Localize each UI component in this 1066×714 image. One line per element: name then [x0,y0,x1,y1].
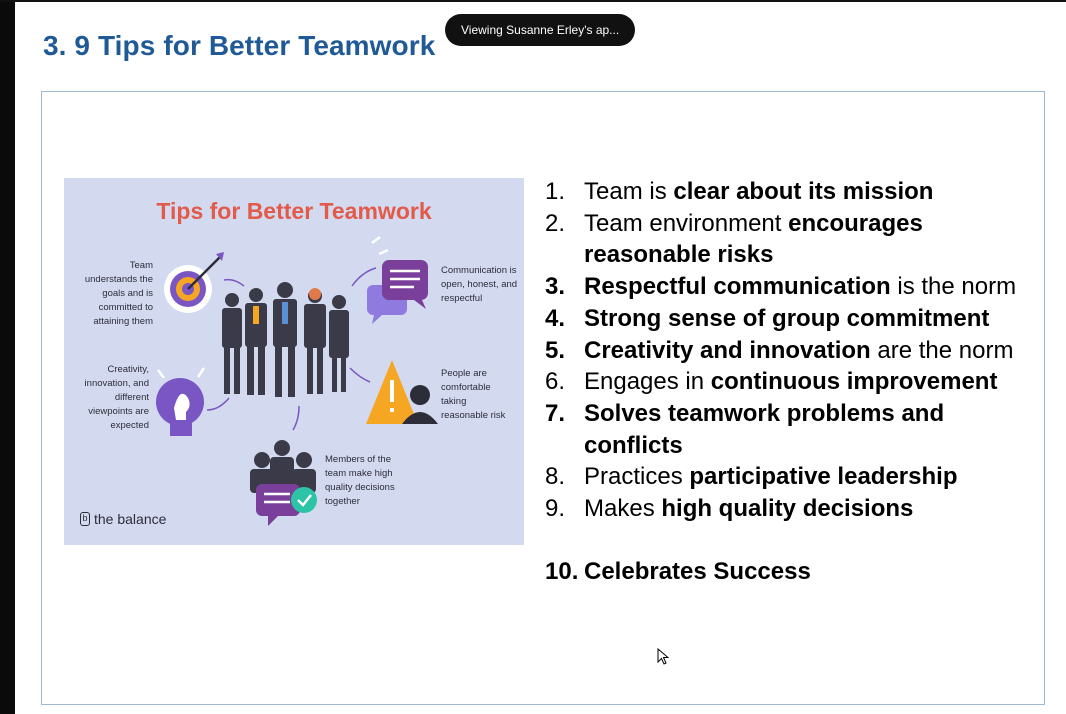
slide-title: 3. 9 Tips for Better Teamwork [43,30,436,61]
top-window-edge [0,0,1066,2]
flow-arrows [206,267,377,431]
tip-item: 8. Practices participative leadership [545,461,1045,493]
tip-item: 7. Solves teamwork problems and conflict… [545,398,1045,461]
caption-communication: Communication is open, honest, and respe… [441,265,518,304]
tip-text: Celebrates Success [584,557,811,585]
tip-item: 9. Makes high quality decisions [545,493,1045,525]
slide-content-frame [41,91,1045,705]
tip-text: Strong sense of group commitment [584,304,990,332]
caption-risk: People are comfortable taking reasonable… [441,368,506,421]
tip-text: Practices participative leadership [584,463,958,491]
target-icon [164,252,224,313]
illustration-title: Tips for Better Teamwork [156,198,432,224]
tip-text: Team is clear about its mission [584,178,934,205]
brand-logo: b the balance [80,511,166,527]
tip-item: 3. Respectful communication is the norm [545,271,1045,303]
tip-item: 10. Celebrates Success [545,556,1045,588]
tip-item: 5. Creativity and innovation are the nor… [545,335,1045,367]
tip-text: Team environment encourages reasonable r… [584,209,923,269]
balance-logo-icon: b [80,512,90,526]
warning-triangle-icon [366,360,438,424]
mouse-cursor-icon [657,648,669,665]
lightbulb-head-icon [156,367,206,436]
caption-decisions: Members of the team make high quality de… [325,454,395,507]
tips-list: 1. Team is clear about its mission 2. Te… [545,176,1045,587]
viewing-share-badge[interactable]: Viewing Susanne Erley's ap... [445,14,636,46]
left-window-edge [0,0,15,714]
tip-text: Respectful communication is the norm [584,273,1017,301]
illustration-graphics [156,236,438,526]
tip-item: 2. Team environment encourages reasonabl… [545,208,1045,271]
tip-item: 6. Engages in continuous improvement [545,366,1045,398]
tip-item: 4. Strong sense of group commitment [545,303,1045,335]
teamwork-illustration: Tips for Better Teamwork [64,178,524,545]
tip-text: Solves teamwork problems and conflicts [584,399,945,459]
team-people-icon [222,282,349,397]
tip-text: Creativity and innovation are the norm [584,336,1014,364]
caption-goals: Team understands the goals and is commit… [84,260,153,327]
brand-name: the balance [94,511,167,527]
tip-item: 1. Team is clear about its mission [545,176,1045,208]
tip-text: Makes high quality decisions [584,495,914,523]
caption-creativity: Creativity, innovation, and different vi… [84,364,149,431]
tip-text: Engages in continuous improvement [584,368,998,396]
speech-bubbles-icon [367,236,428,324]
decision-group-icon [250,440,317,526]
